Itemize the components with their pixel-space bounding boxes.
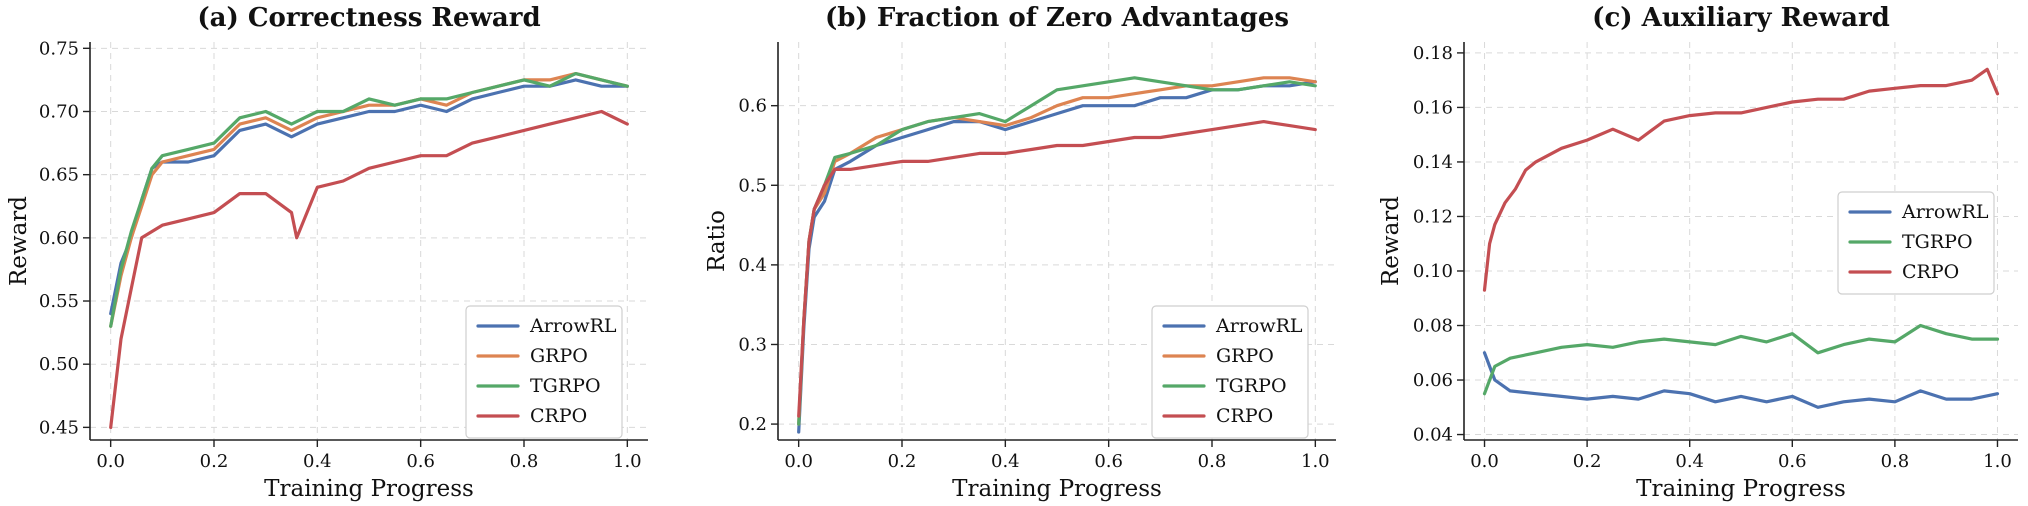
y-axis-label: Ratio [704,210,730,272]
x-tick-label: 0.0 [96,451,125,472]
y-tick-label: 0.16 [1413,97,1453,118]
legend-label: CRPO [1216,405,1273,427]
y-tick-label: 0.04 [1413,425,1453,446]
y-axis-label: Reward [6,196,32,286]
x-tick-label: 0.2 [1573,451,1602,472]
y-tick-label: 0.75 [39,38,79,59]
legend-label: CRPO [1902,261,1959,283]
chart-panel-3: 0.0 0.2 0.4 0.6 0.8 1.0 0.04 0.06 0.08 0.10 0.12 0.… [1378,3,2018,502]
y-axis-label: Reward [1378,196,1404,286]
x-tick-label: 0.4 [1675,451,1704,472]
legend-box [1151,305,1309,439]
chart-title: (b) Fraction of Zero Advantages [825,3,1289,33]
legend-label: CRPO [530,405,587,427]
series-line-crpo [109,109,629,429]
series-line-grpo [797,76,1317,426]
legend-label: ArrowRL [529,315,617,337]
y-tick-label: 0.2 [738,414,767,435]
x-axis-label: Training Progress [952,476,1162,502]
legend-label: GRPO [1216,345,1274,367]
x-tick-label: 0.4 [991,451,1020,472]
x-tick-label: 0.8 [1198,451,1227,472]
legend-label: TGRPO [1902,231,1973,253]
y-tick-label: 0.08 [1413,316,1453,337]
y-tick-label: 0.70 [39,101,79,122]
legend-label: TGRPO [530,375,601,397]
series-line-arrowrl [1482,351,2000,409]
y-tick-label: 0.50 [39,354,79,375]
x-axis-label: Training Progress [1636,476,1846,502]
y-tick-label: 0.14 [1413,152,1453,173]
y-tick-label: 0.10 [1413,261,1453,282]
x-tick-label: 0.6 [1778,451,1807,472]
legend-box [1837,191,1995,295]
legend: ArrowRL GRPO TGRPO CRPO [1151,305,1309,439]
legend: ArrowRL TGRPO CRPO [1837,191,1995,295]
legend-label: ArrowRL [1901,201,1989,223]
x-tick-label: 1.0 [1301,451,1330,472]
series-line-tgrpo [1482,323,2000,396]
x-tick-label: 0.2 [200,451,229,472]
legend: ArrowRL GRPO TGRPO CRPO [465,305,623,439]
y-tick-label: 0.3 [738,334,767,355]
y-tick-label: 0.4 [738,255,767,276]
legend-label: ArrowRL [1215,315,1303,337]
x-tick-label: 0.4 [303,451,332,472]
x-tick-label: 0.0 [1470,451,1499,472]
y-tick-label: 0.6 [738,96,767,117]
y-tick-label: 0.60 [39,228,79,249]
chart-title: (c) Auxiliary Reward [1592,3,1890,33]
y-tick-label: 0.55 [39,291,79,312]
y-tick-label: 0.18 [1413,43,1453,64]
y-tick-label: 0.12 [1413,206,1453,227]
x-axis-label: Training Progress [264,476,474,502]
series-line-arrowrl [109,78,629,316]
chart-title: (a) Correctness Reward [197,3,540,33]
series-line-crpo [1482,67,2000,292]
x-tick-label: 0.6 [1094,451,1123,472]
x-tick-label: 0.0 [784,451,813,472]
y-tick-label: 0.45 [39,417,79,438]
legend-label: TGRPO [1216,375,1287,397]
legend-label: GRPO [530,345,588,367]
series-line-crpo [797,119,1317,418]
x-tick-label: 0.6 [406,451,435,472]
chart-panel-1: 0.0 0.2 0.4 0.6 0.8 1.0 0.45 0.50 0.55 0.60 0.65 0.… [6,3,648,502]
x-tick-label: 0.8 [510,451,539,472]
y-tick-label: 0.5 [738,175,767,196]
chart-panel-2: 0.0 0.2 0.4 0.6 0.8 1.0 0.2 0.3 0.4 0.5 0.6 (b) Fra… [704,3,1336,502]
x-tick-label: 0.8 [1881,451,1910,472]
x-tick-label: 1.0 [1983,451,2012,472]
y-tick-label: 0.06 [1413,370,1453,391]
x-tick-label: 1.0 [613,451,642,472]
x-tick-label: 0.2 [888,451,917,472]
series-line-tgrpo [109,71,629,328]
y-tick-label: 0.65 [39,165,79,186]
legend-box [465,305,623,439]
